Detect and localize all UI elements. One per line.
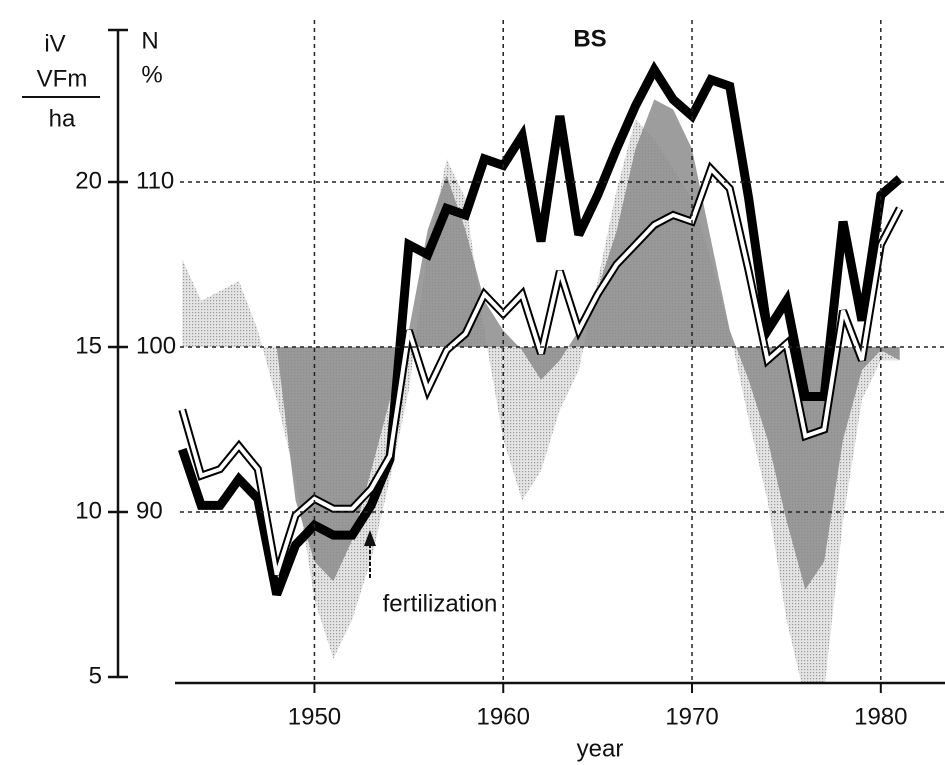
y-tick-label: 15: [75, 332, 102, 359]
y-tick-label: 10: [75, 497, 102, 524]
y-tick-label: 5: [89, 662, 102, 689]
y2-label: %: [141, 61, 162, 88]
area: [182, 119, 900, 683]
x-tick-label: 1950: [288, 703, 341, 730]
x-tick-label: 1960: [477, 703, 530, 730]
annotation: fertilization: [383, 590, 498, 617]
y-tick-label: 20: [75, 167, 102, 194]
y2-tick-label: 110: [136, 167, 174, 194]
x-label: year: [577, 735, 624, 762]
y2-label: N: [141, 27, 158, 54]
y-label: ha: [49, 105, 76, 132]
y2-tick-label: 90: [136, 497, 163, 524]
y2-tick-label: 100: [136, 332, 176, 359]
annotation-arrowhead: [364, 530, 376, 546]
line: [180, 165, 902, 576]
y-label: iV: [44, 30, 65, 57]
x-tick-label: 1980: [854, 703, 907, 730]
chart-title: BS: [573, 25, 606, 52]
area: [182, 99, 900, 590]
x-tick-label: 1970: [665, 703, 718, 730]
line: [178, 60, 903, 597]
y-label: VFm: [37, 65, 88, 92]
areas: [182, 99, 900, 683]
lines: [178, 60, 904, 597]
